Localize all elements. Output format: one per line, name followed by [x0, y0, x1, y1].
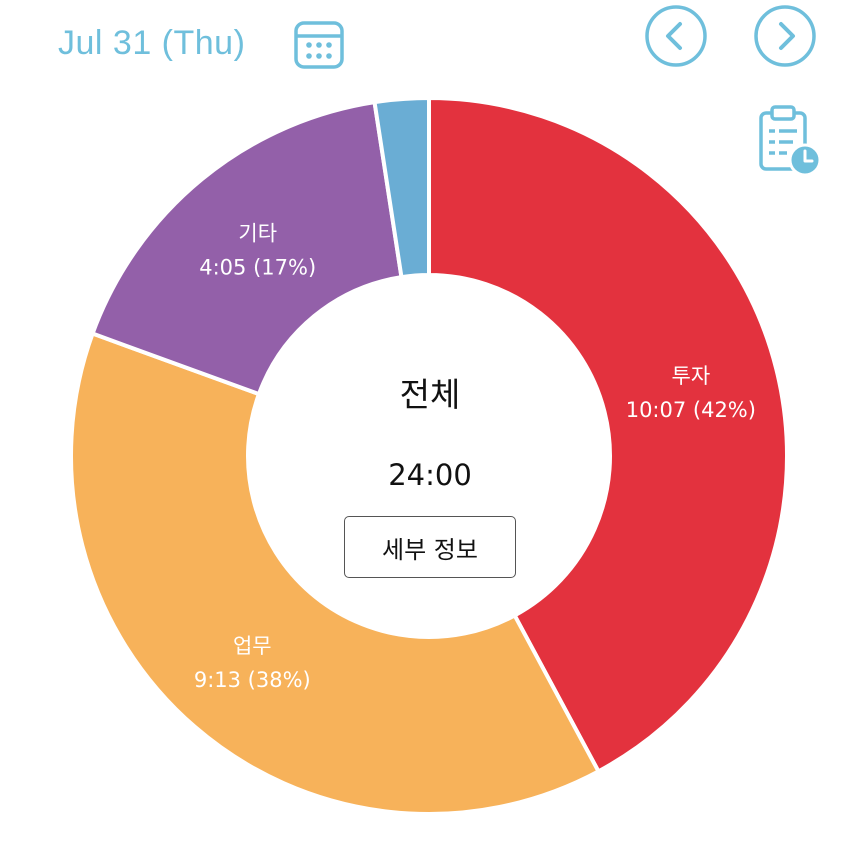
date-title[interactable]: Jul 31 (Thu): [58, 24, 246, 62]
donut-slice[interactable]: [90, 100, 404, 397]
slice-label-name: 투자: [672, 364, 711, 388]
clipboard-clock-icon[interactable]: [757, 104, 823, 180]
chevron-left-circle-icon[interactable]: [643, 3, 709, 69]
detail-button[interactable]: 세부 정보: [344, 516, 516, 578]
donut-center-hole: [249, 276, 609, 636]
donut-slice[interactable]: [69, 331, 601, 816]
slice-label-name: 업무: [233, 634, 272, 658]
slice-label-value: 4:05 (17%): [199, 255, 316, 279]
center-total: 24:00: [388, 458, 472, 492]
center-title: 전체: [399, 375, 461, 414]
slice-label-value: 10:07 (42%): [626, 398, 756, 422]
donut-slice[interactable]: [427, 96, 789, 774]
slice-label-value: 9:13 (38%): [194, 668, 311, 692]
chevron-right-circle-icon[interactable]: [752, 3, 818, 69]
donut-slice[interactable]: [372, 96, 431, 280]
calendar-icon[interactable]: [293, 18, 345, 70]
slice-label-name: 기타: [238, 221, 277, 245]
